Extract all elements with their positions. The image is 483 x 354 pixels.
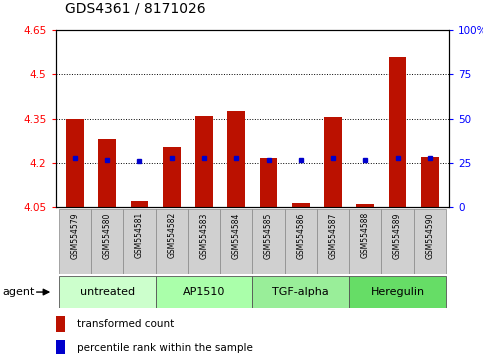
Bar [59,276,156,308]
Text: GDS4361 / 8171026: GDS4361 / 8171026 [65,2,206,16]
Bar [389,57,406,207]
Bar [324,117,342,207]
Bar [188,209,220,274]
Bar [253,276,349,308]
Bar [156,276,253,308]
Text: GSM554586: GSM554586 [296,212,305,258]
Text: agent: agent [2,287,35,297]
Text: percentile rank within the sample: percentile rank within the sample [77,343,253,353]
Bar [123,209,156,274]
Text: GSM554579: GSM554579 [71,212,79,259]
Bar [349,209,382,274]
Text: Heregulin: Heregulin [370,287,425,297]
Bar [163,147,181,207]
Bar [317,209,349,274]
Bar [195,116,213,207]
Bar [349,276,446,308]
Bar [260,158,277,207]
Bar [91,209,123,274]
Text: AP1510: AP1510 [183,287,225,297]
Text: GSM554582: GSM554582 [167,212,176,258]
Text: GSM554589: GSM554589 [393,212,402,258]
Bar [66,119,84,207]
Text: GSM554584: GSM554584 [232,212,241,258]
Bar [156,209,188,274]
Bar [130,201,148,207]
Bar [220,209,253,274]
Text: GSM554583: GSM554583 [199,212,209,258]
Bar [414,209,446,274]
Bar [56,340,65,354]
Bar [56,316,65,332]
Bar [253,209,284,274]
Bar [382,209,414,274]
Bar [356,204,374,207]
Bar [292,202,310,207]
Text: GSM554587: GSM554587 [328,212,338,258]
Text: GSM554588: GSM554588 [361,212,370,258]
Text: untreated: untreated [80,287,135,297]
Text: transformed count: transformed count [77,319,174,330]
Bar [227,111,245,207]
Text: GSM554581: GSM554581 [135,212,144,258]
Text: GSM554585: GSM554585 [264,212,273,258]
Bar [99,139,116,207]
Text: GSM554580: GSM554580 [103,212,112,258]
Text: TGF-alpha: TGF-alpha [272,287,329,297]
Bar [59,209,91,274]
Bar [421,157,439,207]
Bar [284,209,317,274]
Text: GSM554590: GSM554590 [426,212,434,259]
